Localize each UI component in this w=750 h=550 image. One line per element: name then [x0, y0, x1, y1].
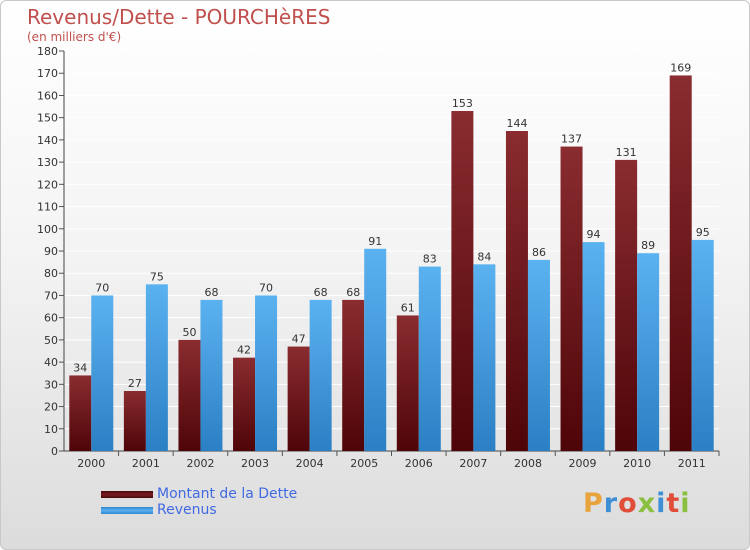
data-label-revenue: 94: [587, 228, 601, 241]
data-label-revenue: 91: [368, 235, 382, 248]
x-tick-label: 2000: [77, 457, 105, 470]
data-label-revenue: 95: [696, 226, 710, 239]
bar-debt: [287, 346, 310, 451]
data-label-debt: 153: [452, 97, 473, 110]
bar-debt: [451, 111, 474, 451]
data-label-revenue: 75: [150, 270, 164, 283]
bar-debt: [505, 131, 528, 451]
data-label-debt: 50: [182, 326, 196, 339]
bar-revenue: [527, 259, 550, 451]
bar-debt: [69, 375, 92, 451]
y-tick-label: 50: [44, 334, 58, 347]
data-label-debt: 34: [73, 361, 87, 374]
data-label-debt: 131: [616, 146, 637, 159]
data-label-revenue: 68: [204, 286, 218, 299]
bar-debt: [123, 391, 146, 451]
logo-letter: t: [666, 488, 681, 519]
x-tick-label: 2010: [623, 457, 651, 470]
y-tick-label: 180: [37, 45, 58, 58]
bar-revenue: [91, 295, 114, 451]
data-label-debt: 137: [561, 133, 582, 146]
chart-title: Revenus/Dette - POURCHèRES: [27, 5, 331, 29]
y-tick-label: 0: [51, 445, 58, 458]
legend-label-revenue: Revenus: [157, 502, 217, 518]
data-label-revenue: 84: [477, 250, 491, 263]
bar-debt: [342, 299, 365, 451]
x-tick-label: 2011: [678, 457, 706, 470]
bar-debt: [178, 339, 201, 451]
x-tick-label: 2004: [296, 457, 324, 470]
y-tick-label: 170: [37, 67, 58, 80]
data-label-debt: 27: [128, 377, 142, 390]
data-label-revenue: 70: [95, 281, 109, 294]
proxiti-logo: Proxiti: [583, 488, 691, 519]
x-tick-label: 2009: [569, 457, 597, 470]
bar-revenue: [255, 295, 278, 451]
x-tick-label: 2008: [514, 457, 542, 470]
y-tick-label: 40: [44, 356, 58, 369]
data-label-revenue: 70: [259, 281, 273, 294]
data-label-revenue: 86: [532, 246, 546, 259]
bar-revenue: [418, 266, 441, 451]
y-tick-label: 110: [37, 201, 58, 214]
bar-debt: [669, 75, 692, 451]
bar-debt: [396, 315, 419, 451]
bar-debt: [233, 357, 256, 451]
x-tick-label: 2007: [459, 457, 487, 470]
chart-subtitle: (en milliers d'€): [27, 30, 122, 44]
y-tick-label: 80: [44, 267, 58, 280]
x-tick-label: 2001: [132, 457, 160, 470]
y-tick-label: 20: [44, 401, 58, 414]
legend-swatch-debt: [101, 491, 153, 498]
bar-revenue: [364, 248, 387, 451]
y-tick-label: 140: [37, 134, 58, 147]
y-tick-label: 130: [37, 156, 58, 169]
y-tick-label: 60: [44, 312, 58, 325]
bar-debt: [615, 159, 638, 451]
x-tick-label: 2005: [350, 457, 378, 470]
y-tick-label: 90: [44, 245, 58, 258]
bar-revenue: [200, 299, 223, 451]
logo-letter: o: [618, 488, 638, 519]
bar-revenue: [473, 264, 496, 451]
y-tick-label: 160: [37, 89, 58, 102]
bar-revenue: [309, 299, 332, 451]
bar-revenue: [637, 253, 660, 451]
bar-debt: [560, 146, 583, 452]
bar-revenue: [582, 242, 605, 451]
bar-revenue: [691, 239, 714, 451]
legend-label-debt: Montant de la Dette: [157, 486, 298, 502]
y-tick-label: 150: [37, 112, 58, 125]
legend-swatch-revenue: [101, 507, 153, 514]
y-tick-label: 120: [37, 178, 58, 191]
x-tick-label: 2006: [405, 457, 433, 470]
data-label-debt: 42: [237, 344, 251, 357]
y-tick-label: 70: [44, 289, 58, 302]
logo-letter: r: [603, 488, 619, 519]
data-label-revenue: 89: [641, 239, 655, 252]
data-label-debt: 68: [346, 286, 360, 299]
x-tick-label: 2002: [186, 457, 214, 470]
x-tick-label: 2003: [241, 457, 269, 470]
data-label-revenue: 68: [314, 286, 328, 299]
y-tick-label: 30: [44, 378, 58, 391]
logo-letter: P: [583, 488, 604, 519]
bar-revenue: [145, 284, 168, 451]
data-label-debt: 144: [506, 117, 527, 130]
data-label-debt: 169: [670, 61, 691, 74]
logo-letter: x: [637, 488, 657, 519]
data-label-debt: 47: [292, 333, 306, 346]
logo-letter: i: [656, 488, 667, 519]
y-tick-label: 100: [37, 223, 58, 236]
y-tick-label: 10: [44, 423, 58, 436]
logo-letter: i: [680, 488, 691, 519]
data-label-revenue: 83: [423, 253, 437, 266]
data-label-debt: 61: [401, 301, 415, 314]
